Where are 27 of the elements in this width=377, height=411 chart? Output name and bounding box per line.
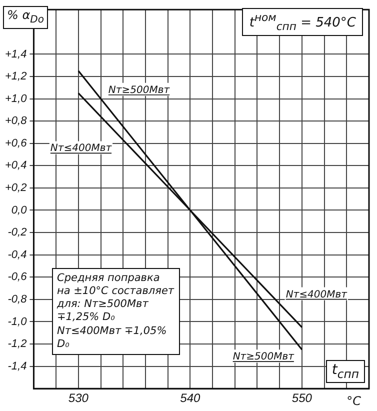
x-tick-label: 530: [68, 391, 89, 406]
series-label: Nт≤400Мвт: [286, 289, 348, 300]
y-tick-label: -0,2: [8, 226, 27, 239]
annotation: Средняя поправка на ±10°C составляет для: Nт≥500Мвт ∓1,25% D₀ Nт≤400Мвт ∓1,05% D₀: [52, 268, 180, 355]
y-tick-label: -1,2: [8, 338, 27, 350]
y-axis-title: % α$_{Do}$: [3, 6, 48, 29]
y-tick-label: -1,4: [8, 360, 27, 372]
text: Nт≤400Мвт: [50, 143, 112, 154]
x-tick-label: 540: [180, 391, 201, 406]
y-tick-label: +0,4: [4, 160, 27, 172]
y-tick-label: +1,2: [4, 70, 27, 83]
annotation: t$^{ном}$$_{спп}$ = 540°C: [242, 8, 363, 36]
y-tick-label: +0,8: [4, 115, 28, 128]
text: Nт≥500Мвт: [108, 84, 170, 96]
y-tick-label: +0,2: [4, 182, 27, 194]
y-tick-label: -1,0: [8, 316, 28, 328]
series-label: Nт≥500Мвт: [232, 352, 296, 363]
x-tick-label: 550: [292, 391, 312, 406]
y-tick-label: +1,4: [4, 48, 27, 60]
text: °C: [346, 394, 361, 409]
y-tick-label: +1,0: [4, 92, 28, 105]
y-tick-label: -0,8: [8, 293, 28, 306]
y-tick-label: -0,6: [8, 271, 28, 284]
y-tick-label: +0,6: [4, 137, 28, 150]
y-tick-label: -0,4: [8, 248, 27, 261]
x-axis-title: t$_{спп}$: [326, 360, 365, 383]
y-tick-label: 0,0: [11, 204, 28, 216]
